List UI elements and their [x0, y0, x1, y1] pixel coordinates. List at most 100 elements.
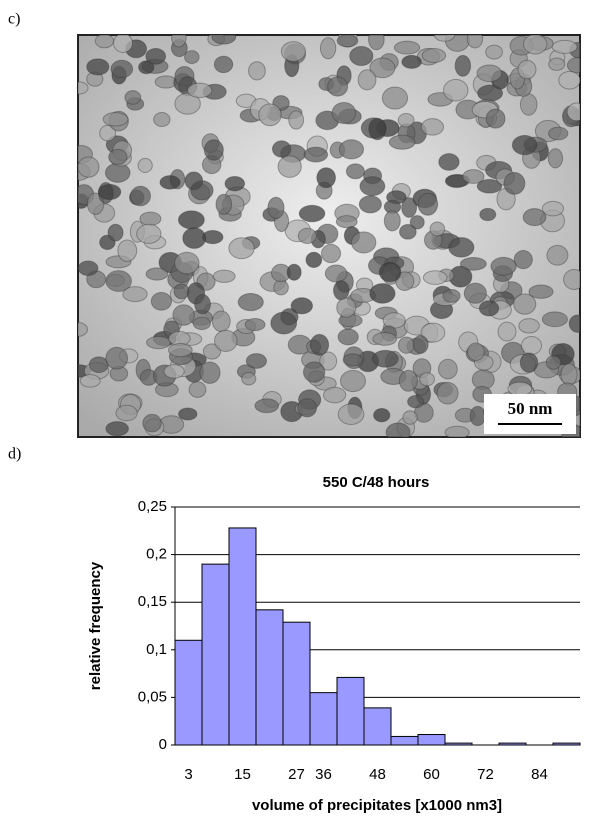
particle	[194, 294, 211, 315]
particle	[476, 179, 503, 194]
chart-title: 550 C/48 hours	[323, 474, 430, 491]
particle	[137, 157, 153, 173]
particle	[270, 311, 298, 335]
particle	[336, 297, 357, 318]
particle	[336, 35, 359, 48]
particle	[342, 353, 363, 367]
x-tick-label: 3	[184, 766, 192, 783]
particle	[402, 410, 418, 425]
particle	[407, 394, 425, 409]
particle	[566, 57, 580, 74]
particle	[417, 192, 439, 216]
x-tick-label: 72	[477, 766, 494, 783]
particle	[448, 237, 475, 258]
x-tick-label: 84	[531, 766, 548, 783]
particle	[421, 48, 447, 64]
x-tick-label: 60	[423, 766, 440, 783]
particle	[519, 93, 538, 116]
particle	[359, 176, 386, 197]
particle	[163, 364, 185, 379]
particle	[511, 135, 538, 156]
particle	[442, 78, 469, 102]
particle	[378, 262, 402, 283]
particle	[224, 175, 246, 192]
particle	[372, 332, 398, 346]
particle	[401, 54, 422, 69]
particle	[244, 318, 266, 332]
particle	[277, 155, 302, 178]
particle	[478, 300, 500, 317]
particle	[105, 270, 132, 292]
particle	[381, 86, 409, 110]
particle	[442, 288, 461, 303]
particle	[409, 215, 425, 230]
particle	[338, 139, 365, 160]
particle	[254, 398, 280, 414]
particle	[513, 250, 533, 270]
particle	[503, 172, 526, 195]
particle	[178, 407, 198, 421]
particle	[420, 322, 446, 343]
particle	[319, 37, 337, 60]
bar	[417, 734, 446, 746]
particle	[203, 139, 224, 161]
particle	[420, 118, 445, 136]
particle	[78, 322, 89, 337]
particle	[271, 140, 292, 158]
y-tick-label: 0	[159, 736, 167, 753]
particle	[558, 70, 580, 90]
particle	[345, 163, 365, 180]
particle	[211, 310, 231, 333]
particle	[393, 40, 421, 55]
particle	[454, 54, 472, 77]
particle	[351, 231, 377, 254]
particle	[273, 279, 289, 296]
bar	[390, 735, 419, 746]
particle	[215, 193, 233, 215]
particle	[184, 50, 200, 65]
particle	[560, 363, 578, 386]
particle	[124, 90, 142, 105]
particle	[369, 283, 396, 304]
particle	[290, 297, 313, 315]
particle	[395, 271, 415, 291]
x-tick-label: 15	[234, 766, 251, 783]
particle	[174, 92, 201, 115]
particle	[173, 283, 190, 300]
y-tick-label: 0,05	[138, 688, 167, 705]
particle	[383, 210, 401, 232]
particle	[182, 227, 207, 249]
panel-label: d)	[8, 446, 21, 463]
particle	[460, 257, 487, 271]
particle	[412, 334, 429, 354]
particle	[107, 223, 124, 242]
particle	[202, 343, 222, 360]
particle	[485, 108, 506, 129]
particle	[142, 413, 162, 433]
particle	[78, 81, 89, 95]
particle	[248, 61, 266, 81]
particle	[237, 293, 264, 312]
panel-label: c)	[8, 11, 20, 28]
particle	[397, 113, 415, 128]
particle	[541, 200, 565, 217]
particle	[94, 35, 114, 49]
particle	[286, 263, 302, 281]
particle	[436, 381, 459, 405]
particle	[429, 221, 446, 237]
particle	[331, 101, 357, 125]
particle	[303, 146, 329, 163]
particle	[280, 41, 306, 62]
particle	[333, 280, 350, 301]
particle	[102, 112, 129, 127]
particle	[437, 358, 458, 380]
y-tick-label: 0,1	[146, 641, 167, 658]
particle	[113, 35, 134, 53]
particle	[122, 286, 148, 303]
particle	[145, 47, 167, 65]
particle	[369, 57, 396, 79]
x-tick-label: 48	[369, 766, 386, 783]
particle	[337, 403, 365, 426]
particle	[316, 167, 336, 189]
particle	[177, 210, 205, 230]
